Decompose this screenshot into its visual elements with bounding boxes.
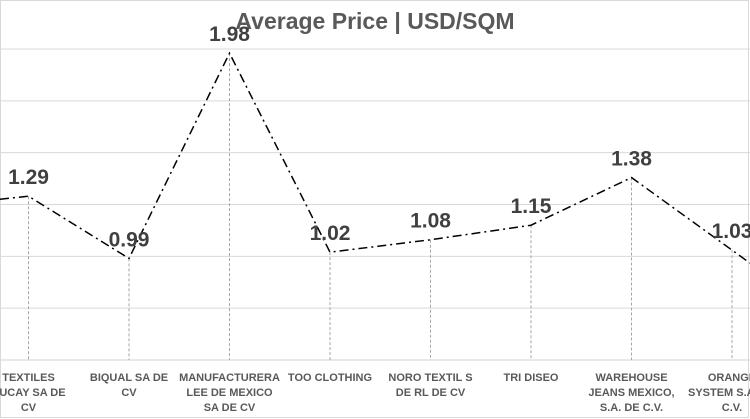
category-label-line: SA DE CV: [204, 402, 256, 414]
category-label-line: TOO CLOTHING: [288, 372, 372, 384]
series-line: [0, 51, 750, 264]
data-label: 1.98: [209, 23, 250, 46]
category-label: TRI DISEO: [503, 372, 558, 384]
category-label-line: DE RL DE CV: [396, 387, 466, 399]
price-series: [0, 51, 750, 264]
category-label-line: S.A. DE C.V.: [600, 402, 663, 414]
category-label-line: BUCAY SA DE: [0, 387, 66, 399]
category-label: TOO CLOTHING: [288, 372, 372, 384]
category-label-line: C.V.: [722, 402, 742, 414]
category-label: MANUFACTURERA LEE DE MEXICO SA DE CV: [179, 372, 280, 414]
data-label: 1.02: [310, 222, 351, 245]
data-label: 1.29: [8, 166, 49, 189]
category-label-line: MANUFACTURERA: [179, 372, 280, 384]
data-labels: 1.29 0.99 1.98 1.02 1.08 1.15 1.38 1.03: [8, 23, 750, 251]
category-label: TEXTILES BUCAY SA DE CV: [0, 372, 66, 414]
category-label-line: ORANGE: [708, 372, 750, 384]
data-label: 0.99: [109, 228, 150, 251]
data-label: 1.15: [511, 195, 552, 218]
category-label-line: SYSTEM S.A. DE: [688, 387, 750, 399]
data-label: 1.38: [611, 148, 652, 171]
category-labels: TEXTILES BUCAY SA DE CV BIQUAL SA DE CV MANUF…: [0, 372, 750, 414]
gridlines: [0, 48, 750, 361]
data-label: 1.08: [410, 210, 451, 233]
category-label-line: CV: [21, 402, 37, 414]
chart-title: Average Price | USD/SQM: [235, 8, 515, 34]
category-label-line: TRI DISEO: [503, 372, 558, 384]
category-label: BIQUAL SA DE CV: [90, 372, 168, 399]
drop-lines: [28, 53, 733, 360]
category-label-line: JEANS MEXICO,: [588, 387, 674, 399]
category-label: NORO TEXTIL S DE RL DE CV: [388, 372, 472, 399]
category-label-line: WAREHOUSE: [595, 372, 667, 384]
category-label-line: NORO TEXTIL S: [388, 372, 472, 384]
category-label-line: LEE DE MEXICO: [186, 387, 273, 399]
category-label: WAREHOUSE JEANS MEXICO, S.A. DE C.V.: [588, 372, 674, 414]
data-label: 1.03: [712, 220, 750, 243]
category-label: ORANGE SYSTEM S.A. DE C.V.: [688, 372, 750, 414]
category-label-line: CV: [121, 387, 137, 399]
category-label-line: BIQUAL SA DE: [90, 372, 168, 384]
category-label-line: TEXTILES: [2, 372, 55, 384]
